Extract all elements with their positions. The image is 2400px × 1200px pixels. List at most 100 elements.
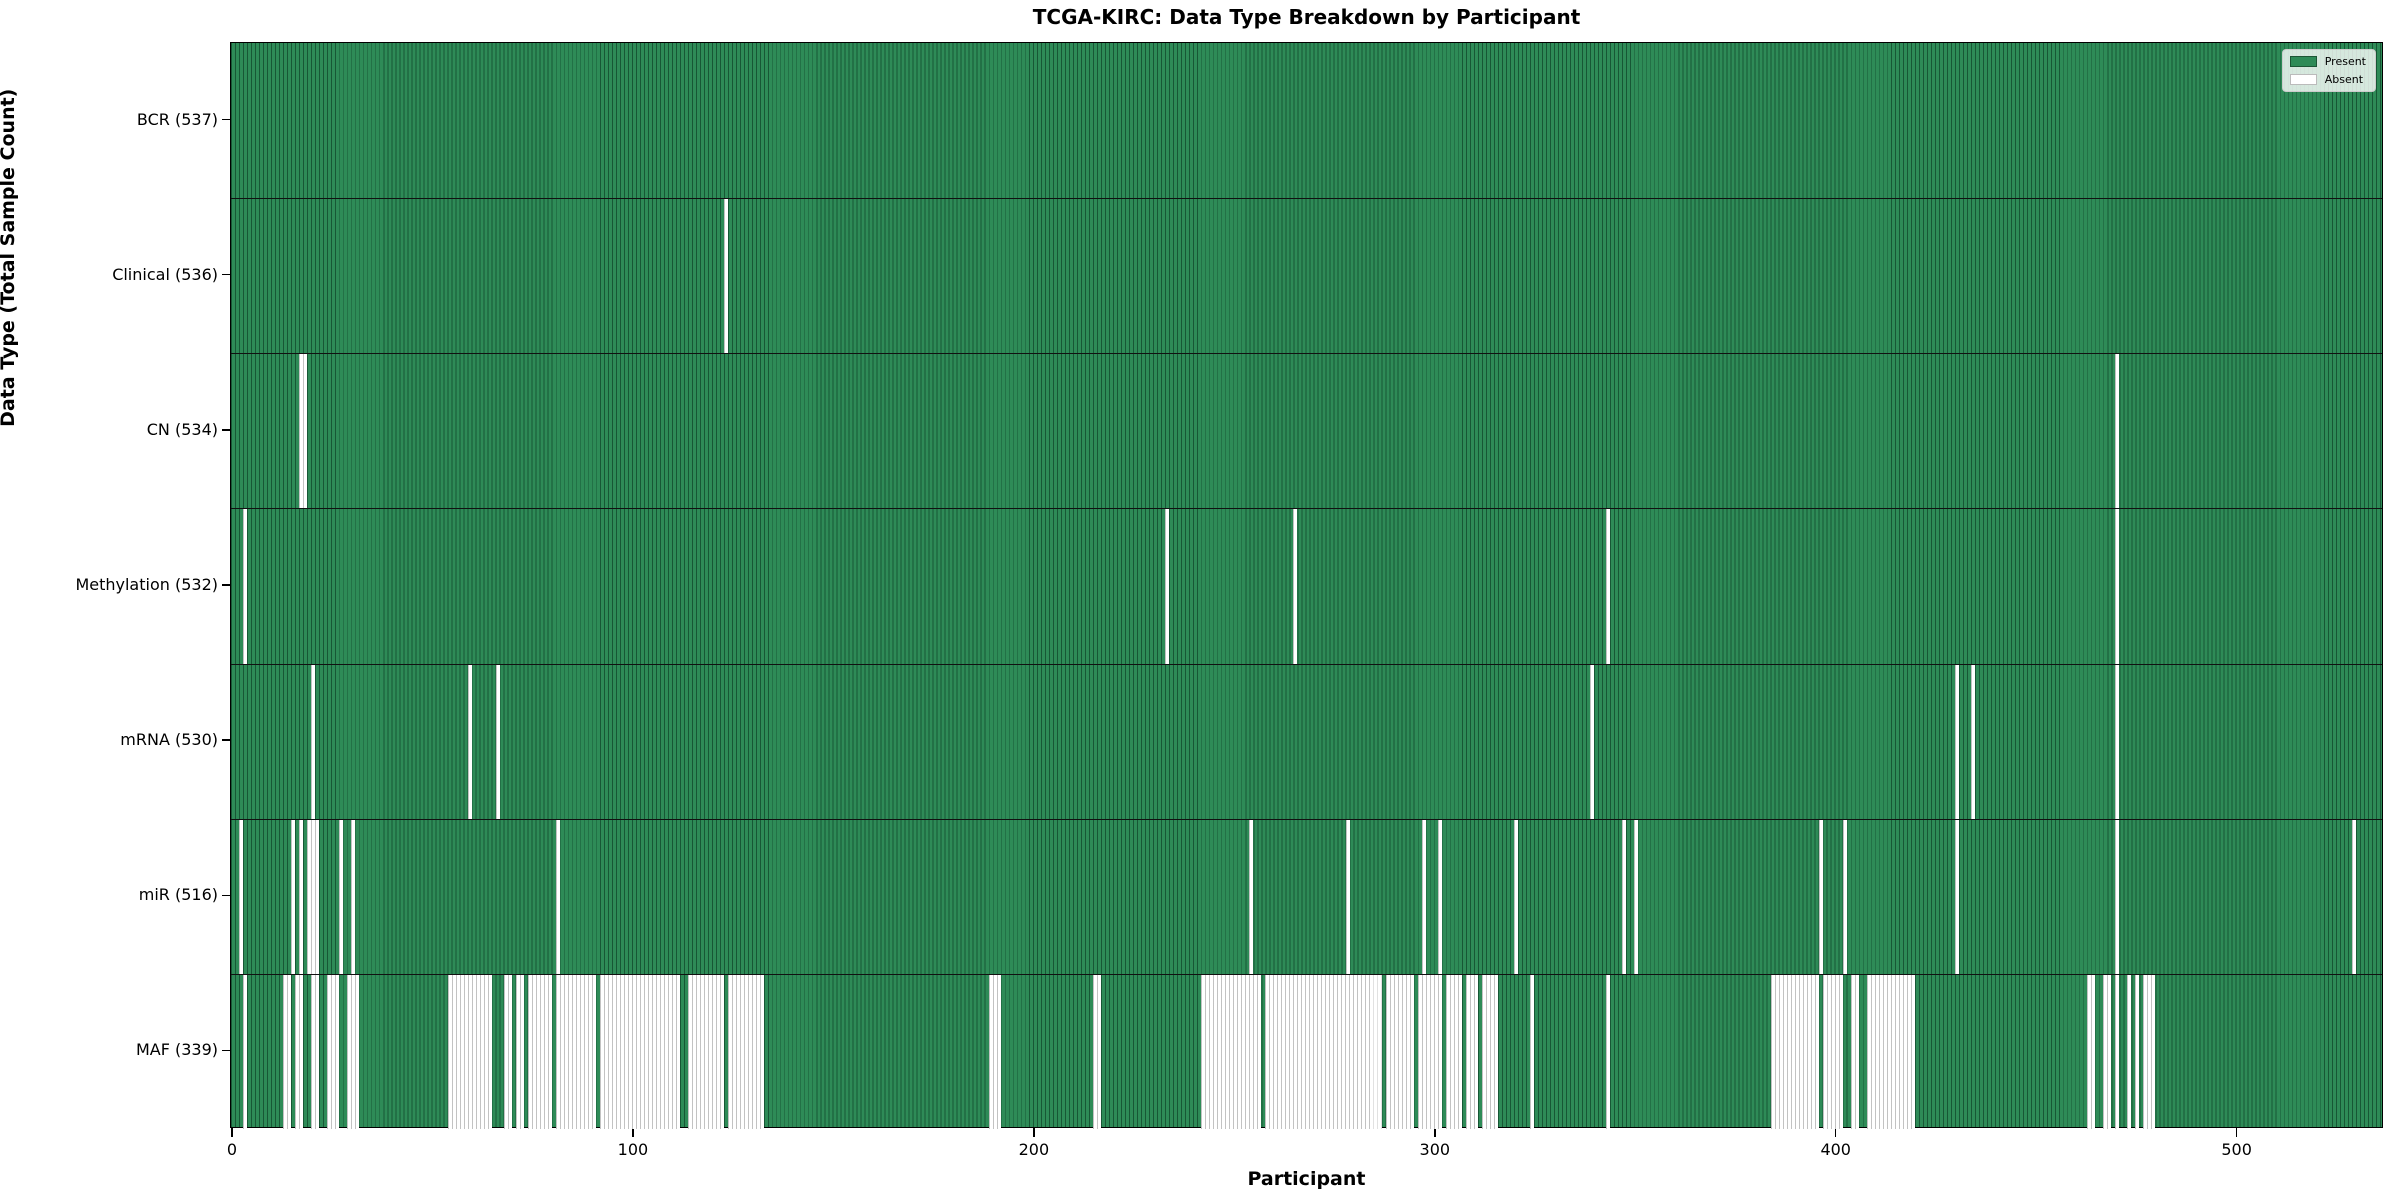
x-tick-label-200: 200 [1018,1140,1050,1159]
absent-bar-MAF [2143,973,2156,1129]
absent-swatch-icon [2289,74,2317,85]
absent-bar-MAF [283,973,292,1129]
absent-bar-MAF [728,973,765,1129]
absent-bar-MAF [2115,973,2120,1129]
absent-bar-CN [2115,353,2120,509]
absent-bar-MAF [515,973,524,1129]
plot-area: Present Absent [230,42,2383,1129]
absent-bar-MAF [1606,973,1611,1129]
row-boundary [231,198,2382,200]
x-tick-label-0: 0 [226,1140,238,1159]
absent-bar-mRNA [1590,663,1595,819]
absent-bar-miR [1421,818,1426,974]
y-tick-mark [222,584,230,586]
y-tick-mark [222,273,230,276]
x-tick-label-300: 300 [1419,1140,1451,1159]
x-tick-mark [1434,1128,1436,1137]
row-boundary [231,508,2382,510]
legend-item-present: Present [2289,55,2366,68]
absent-bar-MAF [555,973,596,1129]
absent-bar-miR [1955,818,1959,974]
absent-bar-miR [1818,818,1823,974]
absent-bar-MAF [2127,973,2132,1129]
y-axis-label: Data Type (Total Sample Count) [0,88,19,427]
y-tick-label-mRNA: mRNA (530) [120,730,218,750]
chart-title: TCGA-KIRC: Data Type Breakdown by Partic… [1032,5,1581,29]
absent-bar-CN [299,353,308,509]
x-tick-label-100: 100 [617,1140,649,1159]
absent-bar-MAF [1822,973,1843,1129]
absent-bar-MAF [1417,973,1442,1129]
x-tick-mark [231,1128,233,1137]
absent-bar-mRNA [1955,663,1959,819]
absent-bar-Methylation [1165,508,1170,664]
absent-bar-miR [1345,818,1350,974]
x-tick-mark [1834,1128,1837,1137]
absent-bar-MAF [1093,973,1102,1129]
legend-absent-label: Absent [2324,73,2364,86]
absent-bar-Methylation [1606,508,1611,664]
row-boundary [231,353,2382,355]
absent-bar-MAF [1201,973,1262,1129]
absent-bar-MAF [688,973,725,1129]
absent-bar-miR [1513,818,1518,974]
absent-bar-MAF [347,973,360,1129]
x-axis-label: Participant [1247,1168,1366,1190]
absent-bar-miR [2351,818,2356,974]
absent-bar-Clinical [724,198,729,354]
absent-bar-miR [2115,818,2120,974]
absent-bar-MAF [503,973,512,1129]
y-tick-mark [222,739,230,741]
present-swatch-icon [2289,56,2317,67]
absent-bar-mRNA [495,663,500,819]
y-tick-mark [222,118,230,121]
y-tick-label-MAF: MAF (339) [135,1040,218,1060]
absent-bar-miR [339,818,344,974]
absent-bar-mRNA [467,663,472,819]
x-tick-label-500: 500 [2221,1140,2252,1159]
absent-bar-miR [351,818,356,974]
absent-bar-miR [1634,818,1639,974]
x-tick-mark [2235,1128,2238,1137]
absent-bar-mRNA [311,663,316,819]
absent-bar-MAF [599,973,681,1129]
absent-bar-miR [1437,818,1442,974]
absent-bar-miR [239,818,244,974]
legend-present-label: Present [2324,55,2366,68]
absent-bar-miR [1622,818,1627,974]
absent-bar-MAF [2103,973,2112,1129]
absent-bar-miR [1249,818,1254,974]
absent-bar-mRNA [1971,663,1976,819]
absent-bar-MAF [1465,973,1478,1129]
absent-bar-miR [307,818,320,974]
absent-bar-miR [299,818,304,974]
absent-bar-miR [1842,818,1847,974]
y-tick-mark [222,1049,230,1052]
row-boundary [231,973,2382,975]
x-tick-mark [1033,1128,1035,1137]
y-tick-mark [222,429,230,431]
legend-item-absent: Absent [2289,73,2366,86]
absent-bar-Methylation [2115,508,2120,664]
absent-bar-MAF [327,973,340,1129]
absent-bar-MAF [295,973,304,1129]
y-tick-label-BCR: BCR (537) [136,109,218,129]
absent-bar-MAF [1385,973,1414,1129]
absent-bar-MAF [1481,973,1498,1129]
absent-bar-MAF [527,973,552,1129]
absent-bar-miR [555,818,560,974]
y-tick-label-miR: miR (516) [138,885,218,905]
absent-bar-MAF [2087,973,2096,1129]
absent-bar-MAF [1445,973,1462,1129]
x-tick-label-400: 400 [1820,1140,1851,1159]
absent-bar-MAF [1265,973,1382,1129]
x-tick-mark [632,1128,634,1137]
absent-bar-MAF [2135,973,2140,1129]
absent-bar-MAF [1850,973,1859,1129]
row-boundary [231,663,2382,665]
absent-bar-MAF [988,973,1001,1129]
absent-bar-MAF [1530,973,1535,1129]
y-tick-label-CN: CN (534) [146,419,218,439]
row-boundary [231,818,2382,820]
